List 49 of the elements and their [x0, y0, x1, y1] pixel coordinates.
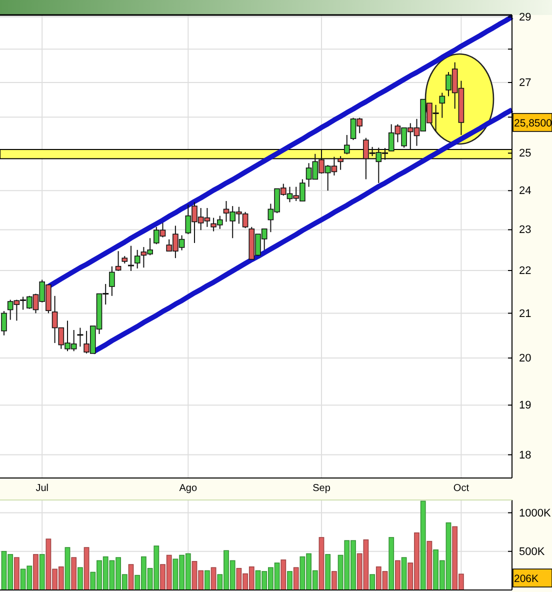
x-tick-label: Ago — [179, 483, 198, 494]
bar — [84, 547, 90, 590]
bar — [401, 557, 407, 590]
x-tick-label: Jul — [36, 483, 48, 494]
y-tick-label: 500K — [519, 546, 546, 558]
bar — [426, 540, 432, 590]
bar — [71, 557, 77, 590]
candlestick — [344, 134, 350, 155]
y-tick-label: 21 — [519, 308, 532, 320]
candlestick — [439, 92, 446, 118]
bar — [64, 547, 70, 590]
candlestick — [1, 310, 7, 336]
y-tick-label: 29 — [519, 11, 532, 24]
bar — [280, 559, 286, 590]
bar — [293, 567, 299, 590]
bar — [420, 500, 426, 590]
text: 206K — [514, 573, 539, 585]
y-tick-label: 18 — [519, 449, 532, 462]
candlestick — [115, 250, 122, 272]
bar — [210, 567, 216, 590]
candlestick — [109, 266, 115, 296]
bar — [204, 570, 210, 590]
y-tick-label: 23 — [519, 224, 532, 236]
y-tick-label: 24 — [519, 185, 532, 198]
y-tick-label: 1000K — [519, 507, 552, 520]
bar — [287, 571, 292, 590]
bar — [388, 537, 394, 590]
bar — [318, 537, 324, 590]
bar — [128, 564, 134, 590]
y-tick-label: 25 — [519, 148, 532, 160]
bar — [332, 571, 337, 590]
y-tick-label: 20 — [519, 352, 532, 365]
y-tick-label: 22 — [519, 265, 532, 278]
bar — [33, 554, 38, 590]
candlestick — [127, 245, 135, 272]
x-tick-label: Sep — [312, 483, 331, 494]
bar — [78, 567, 83, 590]
y-tick-label: 27 — [519, 77, 532, 90]
annotation: 25,8500 — [514, 117, 552, 130]
candlestick — [76, 327, 84, 348]
y-tick-label: 19 — [519, 400, 532, 412]
bar — [14, 557, 20, 590]
bar — [325, 554, 331, 590]
candlestick — [338, 156, 344, 170]
candlestick — [134, 249, 140, 269]
x-tick-label: Oct — [453, 483, 470, 494]
bar — [370, 574, 375, 590]
bar — [395, 560, 400, 590]
bar — [39, 554, 45, 590]
